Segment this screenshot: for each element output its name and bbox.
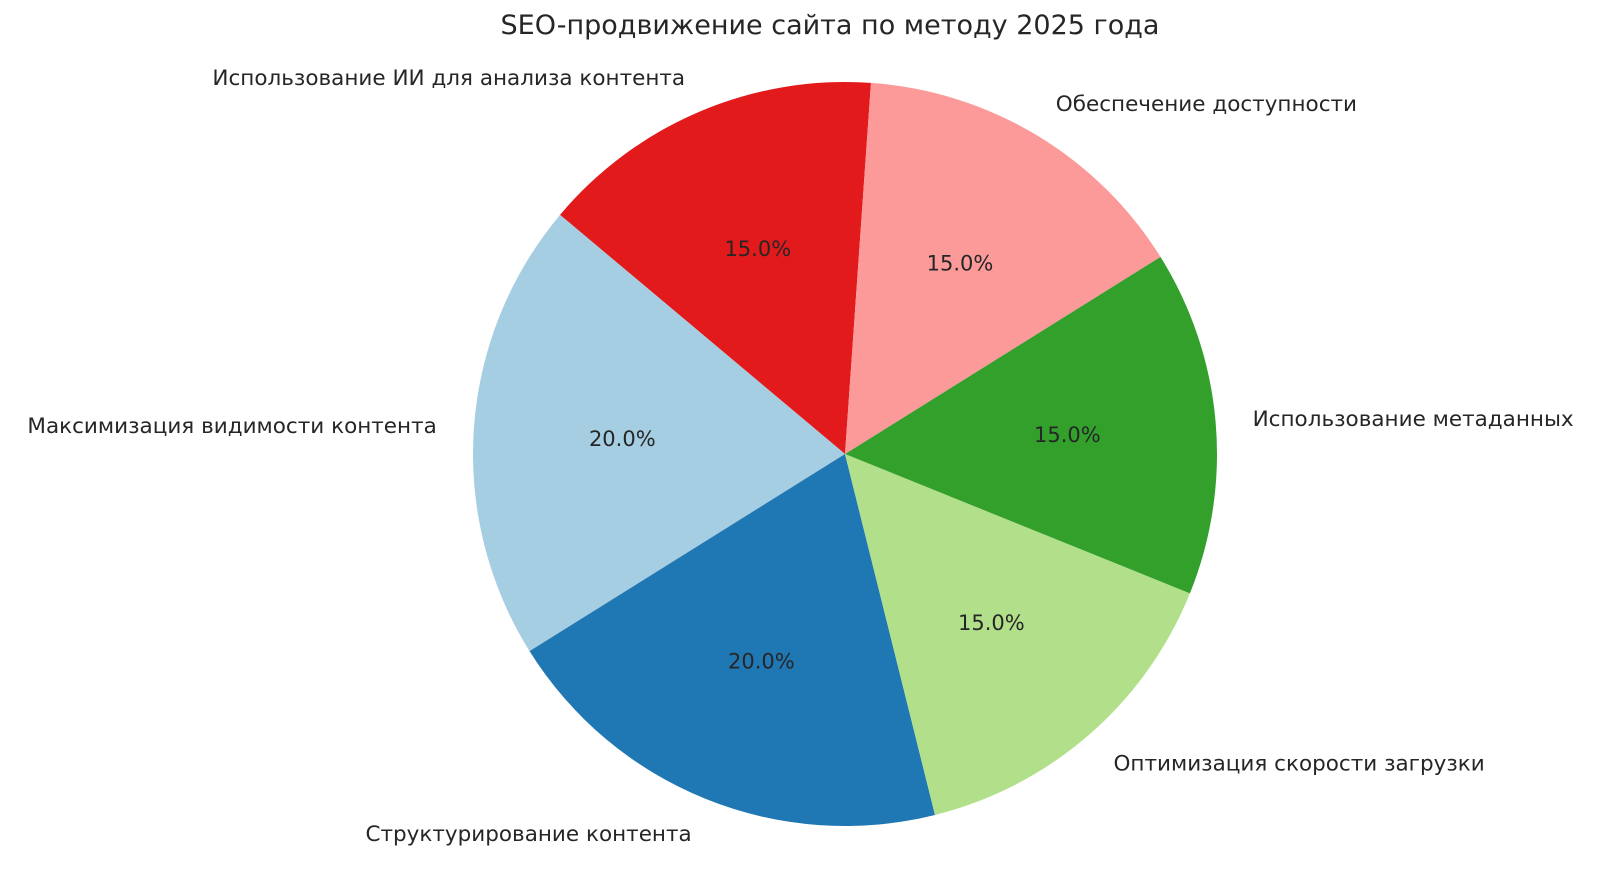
pie-pct-label-1: 15.0% bbox=[724, 237, 791, 261]
pie-slice-5 bbox=[845, 256, 1217, 594]
pie-slice-1 bbox=[560, 82, 871, 455]
pie-slice-2 bbox=[473, 214, 845, 652]
pie-slice-4 bbox=[845, 454, 1190, 815]
pie-category-label-1: Использование ИИ для анализа контента bbox=[212, 66, 685, 91]
pie-slice-3 bbox=[529, 454, 935, 826]
pie-pct-label-3: 20.0% bbox=[728, 649, 795, 673]
pie-category-label-4: Оптимизация скорости загрузки bbox=[1114, 752, 1485, 777]
pie-pct-label-6: 15.0% bbox=[927, 251, 994, 275]
pie-pct-label-5: 15.0% bbox=[1034, 423, 1101, 447]
pie-category-label-6: Обеспечение доступности bbox=[1056, 92, 1357, 117]
pie-category-label-3: Структурирование контента bbox=[365, 822, 691, 847]
pie-category-label-2: Максимизация видимости контента bbox=[27, 414, 436, 439]
pie-category-label-5: Использование метаданных bbox=[1253, 407, 1574, 432]
pie-slice-6 bbox=[845, 82, 1161, 454]
pie-pct-label-4: 15.0% bbox=[958, 611, 1025, 635]
pie-pct-label-2: 20.0% bbox=[589, 427, 656, 451]
chart-title: SEO-продвижение сайта по методу 2025 год… bbox=[500, 10, 1160, 41]
